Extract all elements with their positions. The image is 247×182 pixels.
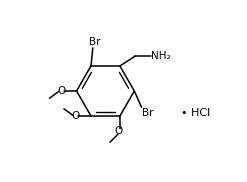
Text: • HCl: • HCl — [181, 108, 210, 118]
Text: O: O — [72, 111, 80, 121]
Text: O: O — [57, 86, 65, 96]
Text: Br: Br — [89, 37, 100, 47]
Text: NH₂: NH₂ — [151, 51, 171, 61]
Text: Br: Br — [143, 108, 154, 118]
Text: O: O — [115, 126, 123, 136]
